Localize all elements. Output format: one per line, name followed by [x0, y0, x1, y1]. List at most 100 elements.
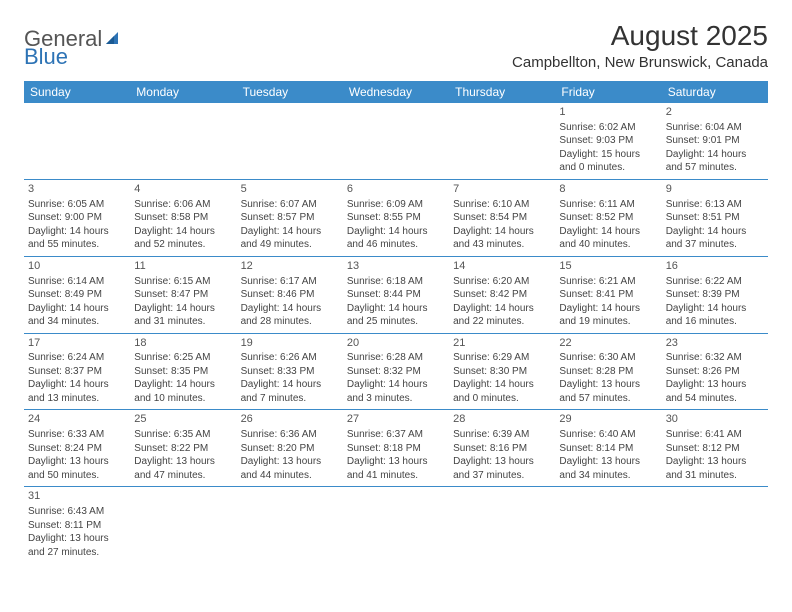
- calendar-row: 3Sunrise: 6:05 AMSunset: 9:00 PMDaylight…: [24, 179, 768, 256]
- day-header: Thursday: [449, 81, 555, 103]
- daylight-text: Daylight: 14 hours and 19 minutes.: [559, 302, 657, 329]
- calendar-cell: 15Sunrise: 6:21 AMSunset: 8:41 PMDayligh…: [555, 256, 661, 333]
- sunset-text: Sunset: 9:00 PM: [28, 211, 126, 225]
- day-number: 9: [666, 182, 764, 197]
- sunrise-text: Sunrise: 6:18 AM: [347, 275, 445, 289]
- day-number: 14: [453, 259, 551, 274]
- sunset-text: Sunset: 8:14 PM: [559, 442, 657, 456]
- sunset-text: Sunset: 8:26 PM: [666, 365, 764, 379]
- day-number: 10: [28, 259, 126, 274]
- calendar-cell: 6Sunrise: 6:09 AMSunset: 8:55 PMDaylight…: [343, 179, 449, 256]
- daylight-text: Daylight: 14 hours and 31 minutes.: [134, 302, 232, 329]
- sunset-text: Sunset: 8:11 PM: [28, 519, 126, 533]
- month-title: August 2025: [512, 20, 768, 52]
- sunset-text: Sunset: 8:20 PM: [241, 442, 339, 456]
- sunset-text: Sunset: 8:46 PM: [241, 288, 339, 302]
- sunset-text: Sunset: 8:52 PM: [559, 211, 657, 225]
- sunrise-text: Sunrise: 6:35 AM: [134, 428, 232, 442]
- sunrise-text: Sunrise: 6:40 AM: [559, 428, 657, 442]
- sunset-text: Sunset: 8:28 PM: [559, 365, 657, 379]
- calendar-table: Sunday Monday Tuesday Wednesday Thursday…: [24, 81, 768, 563]
- sunset-text: Sunset: 8:18 PM: [347, 442, 445, 456]
- sunset-text: Sunset: 8:57 PM: [241, 211, 339, 225]
- day-number: 24: [28, 412, 126, 427]
- title-block: August 2025 Campbellton, New Brunswick, …: [512, 20, 768, 71]
- sunset-text: Sunset: 8:47 PM: [134, 288, 232, 302]
- daylight-text: Daylight: 14 hours and 13 minutes.: [28, 378, 126, 405]
- day-header: Monday: [130, 81, 236, 103]
- calendar-body: 1Sunrise: 6:02 AMSunset: 9:03 PMDaylight…: [24, 103, 768, 563]
- sunset-text: Sunset: 8:16 PM: [453, 442, 551, 456]
- sunrise-text: Sunrise: 6:04 AM: [666, 121, 764, 135]
- sunset-text: Sunset: 8:33 PM: [241, 365, 339, 379]
- calendar-cell: 11Sunrise: 6:15 AMSunset: 8:47 PMDayligh…: [130, 256, 236, 333]
- sunrise-text: Sunrise: 6:09 AM: [347, 198, 445, 212]
- calendar-row: 10Sunrise: 6:14 AMSunset: 8:49 PMDayligh…: [24, 256, 768, 333]
- daylight-text: Daylight: 14 hours and 34 minutes.: [28, 302, 126, 329]
- sunset-text: Sunset: 8:41 PM: [559, 288, 657, 302]
- daylight-text: Daylight: 14 hours and 52 minutes.: [134, 225, 232, 252]
- daylight-text: Daylight: 14 hours and 25 minutes.: [347, 302, 445, 329]
- daylight-text: Daylight: 14 hours and 40 minutes.: [559, 225, 657, 252]
- daylight-text: Daylight: 13 hours and 50 minutes.: [28, 455, 126, 482]
- sunrise-text: Sunrise: 6:21 AM: [559, 275, 657, 289]
- calendar-cell: 25Sunrise: 6:35 AMSunset: 8:22 PMDayligh…: [130, 410, 236, 487]
- day-number: 5: [241, 182, 339, 197]
- sunrise-text: Sunrise: 6:17 AM: [241, 275, 339, 289]
- calendar-cell: [449, 103, 555, 179]
- sunrise-text: Sunrise: 6:24 AM: [28, 351, 126, 365]
- calendar-cell: 26Sunrise: 6:36 AMSunset: 8:20 PMDayligh…: [237, 410, 343, 487]
- sunrise-text: Sunrise: 6:41 AM: [666, 428, 764, 442]
- calendar-cell: 3Sunrise: 6:05 AMSunset: 9:00 PMDaylight…: [24, 179, 130, 256]
- sunrise-text: Sunrise: 6:06 AM: [134, 198, 232, 212]
- day-number: 26: [241, 412, 339, 427]
- calendar-cell: [449, 487, 555, 563]
- sunset-text: Sunset: 9:03 PM: [559, 134, 657, 148]
- sunset-text: Sunset: 8:32 PM: [347, 365, 445, 379]
- calendar-cell: 28Sunrise: 6:39 AMSunset: 8:16 PMDayligh…: [449, 410, 555, 487]
- sunset-text: Sunset: 8:30 PM: [453, 365, 551, 379]
- daylight-text: Daylight: 13 hours and 41 minutes.: [347, 455, 445, 482]
- daylight-text: Daylight: 15 hours and 0 minutes.: [559, 148, 657, 175]
- calendar-cell: 14Sunrise: 6:20 AMSunset: 8:42 PMDayligh…: [449, 256, 555, 333]
- calendar-cell: 1Sunrise: 6:02 AMSunset: 9:03 PMDaylight…: [555, 103, 661, 179]
- day-number: 13: [347, 259, 445, 274]
- sunrise-text: Sunrise: 6:33 AM: [28, 428, 126, 442]
- calendar-cell: [237, 487, 343, 563]
- daylight-text: Daylight: 13 hours and 34 minutes.: [559, 455, 657, 482]
- logo-text-2: Blue: [24, 44, 68, 70]
- daylight-text: Daylight: 14 hours and 57 minutes.: [666, 148, 764, 175]
- day-number: 7: [453, 182, 551, 197]
- daylight-text: Daylight: 13 hours and 47 minutes.: [134, 455, 232, 482]
- calendar-cell: 23Sunrise: 6:32 AMSunset: 8:26 PMDayligh…: [662, 333, 768, 410]
- sunrise-text: Sunrise: 6:02 AM: [559, 121, 657, 135]
- calendar-cell: [130, 487, 236, 563]
- day-number: 22: [559, 336, 657, 351]
- calendar-row: 24Sunrise: 6:33 AMSunset: 8:24 PMDayligh…: [24, 410, 768, 487]
- sunrise-text: Sunrise: 6:26 AM: [241, 351, 339, 365]
- calendar-cell: 17Sunrise: 6:24 AMSunset: 8:37 PMDayligh…: [24, 333, 130, 410]
- daylight-text: Daylight: 14 hours and 49 minutes.: [241, 225, 339, 252]
- sunrise-text: Sunrise: 6:36 AM: [241, 428, 339, 442]
- sunset-text: Sunset: 8:39 PM: [666, 288, 764, 302]
- sunrise-text: Sunrise: 6:28 AM: [347, 351, 445, 365]
- calendar-cell: [662, 487, 768, 563]
- sunset-text: Sunset: 8:55 PM: [347, 211, 445, 225]
- day-number: 16: [666, 259, 764, 274]
- sunrise-text: Sunrise: 6:29 AM: [453, 351, 551, 365]
- daylight-text: Daylight: 14 hours and 7 minutes.: [241, 378, 339, 405]
- daylight-text: Daylight: 14 hours and 0 minutes.: [453, 378, 551, 405]
- sunset-text: Sunset: 9:01 PM: [666, 134, 764, 148]
- calendar-cell: [343, 487, 449, 563]
- daylight-text: Daylight: 14 hours and 46 minutes.: [347, 225, 445, 252]
- calendar-cell: 10Sunrise: 6:14 AMSunset: 8:49 PMDayligh…: [24, 256, 130, 333]
- sunset-text: Sunset: 8:35 PM: [134, 365, 232, 379]
- location-text: Campbellton, New Brunswick, Canada: [512, 54, 768, 71]
- calendar-cell: 27Sunrise: 6:37 AMSunset: 8:18 PMDayligh…: [343, 410, 449, 487]
- page-header: General August 2025 Campbellton, New Bru…: [24, 20, 768, 71]
- calendar-cell: 8Sunrise: 6:11 AMSunset: 8:52 PMDaylight…: [555, 179, 661, 256]
- day-header-row: Sunday Monday Tuesday Wednesday Thursday…: [24, 81, 768, 103]
- sunrise-text: Sunrise: 6:20 AM: [453, 275, 551, 289]
- sunrise-text: Sunrise: 6:22 AM: [666, 275, 764, 289]
- calendar-cell: 31Sunrise: 6:43 AMSunset: 8:11 PMDayligh…: [24, 487, 130, 563]
